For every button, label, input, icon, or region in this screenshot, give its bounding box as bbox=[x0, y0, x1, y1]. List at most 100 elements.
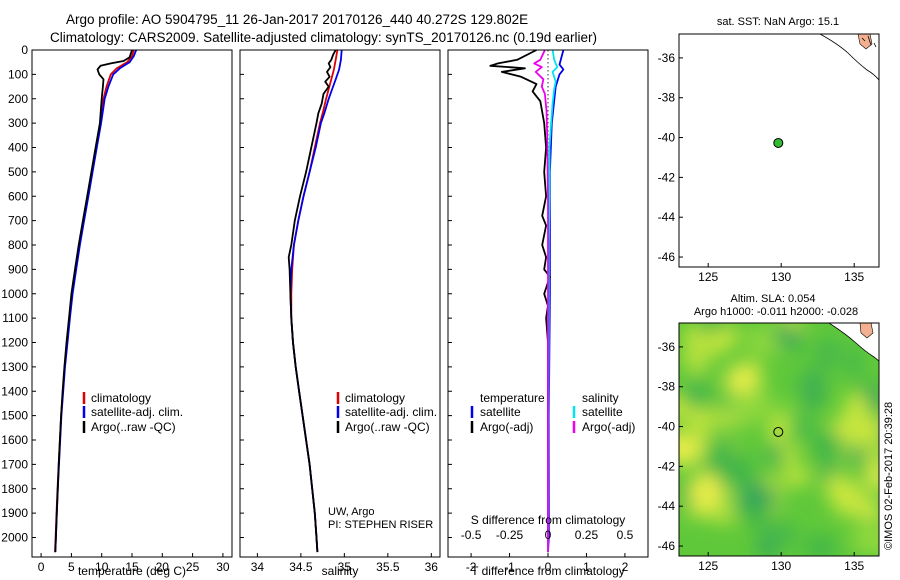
sla-blob bbox=[693, 323, 730, 332]
salinity-axis: 34 34.5 35 35.5 36 bbox=[251, 553, 439, 574]
temperature-frame bbox=[31, 49, 233, 558]
s-tick-label: 0.5 bbox=[617, 528, 634, 542]
coast-detail bbox=[861, 35, 877, 48]
lon-tick-label: 135 bbox=[844, 270, 864, 284]
x-tick-label: 35 bbox=[338, 560, 352, 574]
y-tick-label: 2000 bbox=[1, 531, 28, 545]
salinity-legend: climatology satellite-adj. clim. Argo(..… bbox=[336, 391, 437, 434]
x-tick-label: 36 bbox=[425, 560, 439, 574]
x-tick-label: 35.5 bbox=[376, 560, 400, 574]
y-tick-label: 1100 bbox=[2, 311, 28, 325]
sla-blob bbox=[736, 484, 778, 512]
sla-field bbox=[679, 323, 879, 556]
sla-blob bbox=[732, 451, 750, 482]
x-tick-label: 25 bbox=[186, 560, 200, 574]
salinity-frame bbox=[239, 49, 441, 558]
lat-tick-label: -44 bbox=[658, 210, 676, 224]
sla-blob bbox=[845, 344, 862, 380]
legend-argo: Argo(..raw -QC) bbox=[91, 420, 176, 434]
y-tick-label: 1300 bbox=[1, 360, 28, 374]
land-patch bbox=[859, 323, 874, 339]
legend-salinity-title: salinity bbox=[582, 391, 619, 405]
y-tick-label: 1700 bbox=[1, 457, 28, 471]
lat-tick-label: -38 bbox=[658, 380, 676, 394]
sla-blob bbox=[768, 414, 785, 445]
sla-blob bbox=[780, 468, 813, 486]
difference-line-3 bbox=[533, 49, 549, 553]
y-tick-label: 1200 bbox=[1, 336, 28, 350]
series-line-2 bbox=[287, 49, 337, 553]
y-tick-label: 400 bbox=[8, 141, 28, 155]
sst-map-frame bbox=[678, 33, 880, 268]
y-tick-label: 1800 bbox=[1, 482, 28, 496]
lat-tick-label: -38 bbox=[658, 91, 676, 105]
lat-tick-label: -42 bbox=[658, 459, 676, 473]
lat-tick-label: -36 bbox=[658, 340, 676, 354]
header-line-1: Argo profile: AO 5904795_11 26-Jan-2017 … bbox=[66, 12, 528, 27]
t-difference-label: T difference from climatology bbox=[471, 564, 625, 578]
difference-legend: temperature satellite Argo(-adj) salinit… bbox=[470, 391, 635, 434]
x-tick-label: 5 bbox=[68, 560, 75, 574]
temperature-panel: 0100200300400500600700800900100011001200… bbox=[1, 43, 452, 578]
sla-blob bbox=[688, 405, 712, 430]
annotation-uw-argo: UW, Argo bbox=[328, 506, 374, 518]
header-line-2: Climatology: CARS2009. Satellite-adjuste… bbox=[50, 30, 597, 45]
annotation-pi: PI: STEPHEN RISER bbox=[328, 519, 433, 531]
x-tick-label: 34 bbox=[251, 560, 265, 574]
sla-blob bbox=[681, 378, 712, 410]
sst-map-title: sat. SST: NaN Argo: 15.1 bbox=[717, 16, 839, 28]
legend-t-argo: Argo(-adj) bbox=[480, 420, 533, 434]
x-tick-label: 30 bbox=[216, 560, 230, 574]
sla-blob bbox=[831, 479, 866, 517]
y-tick-label: 600 bbox=[8, 189, 28, 203]
s-difference-label: S difference from climatology bbox=[471, 513, 626, 527]
lon-tick-label: 135 bbox=[844, 559, 864, 573]
salinity-xlabel: salinity bbox=[322, 564, 359, 578]
sst-map: sat. SST: NaN Argo: 15.1 125 130 135 -36 -38… bbox=[658, 16, 880, 284]
sla-blob bbox=[815, 336, 840, 371]
sla-blob bbox=[686, 427, 716, 442]
y-tick-label: 500 bbox=[8, 165, 28, 179]
legend-argo: Argo(..raw -QC) bbox=[345, 420, 430, 434]
legend-temperature-title: temperature bbox=[480, 391, 545, 405]
lat-tick-label: -40 bbox=[658, 420, 676, 434]
sla-blob bbox=[760, 521, 798, 548]
lat-tick-label: -46 bbox=[658, 539, 676, 553]
lon-tick-label: 130 bbox=[771, 270, 791, 284]
series-line-2 bbox=[54, 49, 133, 553]
sla-blob bbox=[688, 472, 724, 512]
lat-tick-label: -42 bbox=[658, 170, 676, 184]
lon-tick-label: 125 bbox=[698, 559, 718, 573]
y-tick-label: 900 bbox=[8, 262, 28, 276]
y-tick-label: 200 bbox=[8, 92, 28, 106]
s-tick-label: 0.25 bbox=[575, 528, 599, 542]
x-tick-label: -1 bbox=[504, 560, 515, 574]
sla-blob bbox=[771, 326, 803, 345]
legend-satellite: satellite-adj. clim. bbox=[345, 405, 437, 419]
sla-blob bbox=[725, 386, 774, 422]
s-tick-label: -0.25 bbox=[496, 528, 524, 542]
y-tick-label: 100 bbox=[8, 67, 28, 81]
x-tick-label: 2 bbox=[622, 560, 629, 574]
sla-blob bbox=[850, 522, 879, 556]
x-tick-label: 1 bbox=[583, 560, 590, 574]
lat-tick-label: -36 bbox=[658, 51, 676, 65]
y-tick-label: 1500 bbox=[1, 409, 28, 423]
y-tick-label: 1000 bbox=[1, 287, 28, 301]
y-tick-label: 0 bbox=[21, 43, 28, 57]
lat-tick-label: -40 bbox=[658, 131, 676, 145]
x-tick-label: 20 bbox=[156, 560, 170, 574]
x-tick-label: 15 bbox=[125, 560, 139, 574]
temperature-xlabel: temperature (deg C) bbox=[78, 564, 186, 578]
y-tick-label: 700 bbox=[8, 214, 28, 228]
sla-blob bbox=[682, 337, 711, 375]
legend-s-argo: Argo(-adj) bbox=[582, 420, 635, 434]
sla-blob bbox=[706, 438, 732, 454]
y-tick-label: 1600 bbox=[1, 433, 28, 447]
sla-blob bbox=[803, 535, 839, 556]
temperature-axis: 0 5 10 15 20 25 30 bbox=[38, 553, 230, 574]
legend-climatology: climatology bbox=[345, 391, 405, 405]
argo-float-marker bbox=[773, 426, 784, 437]
lon-tick-label: 125 bbox=[698, 270, 718, 284]
depth-axis: 0 100 200 300 400 500 600 700 800 900 1000 1100 1200… bbox=[1, 43, 452, 545]
